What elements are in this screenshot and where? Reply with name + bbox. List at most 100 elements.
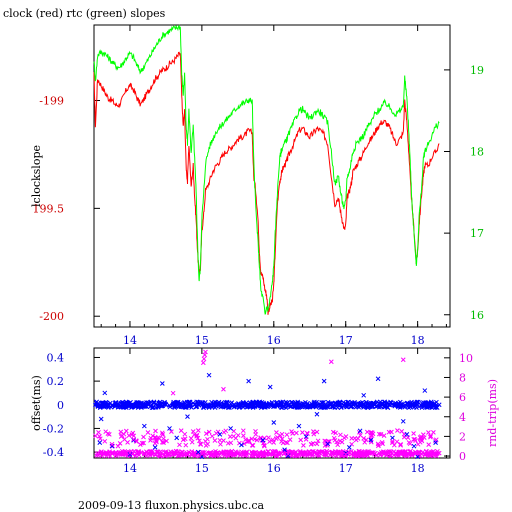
point-offset <box>293 402 298 408</box>
y-left-tick-label: 0.4 <box>47 351 65 364</box>
point-offset <box>368 437 374 443</box>
series-rtc-line <box>93 24 440 315</box>
point-rnd-trip <box>185 451 190 457</box>
x-tick-label: 14 <box>123 462 137 475</box>
x-tick-label: 17 <box>339 462 353 475</box>
point-offset <box>170 401 176 406</box>
point-rnd-trip <box>235 451 241 457</box>
point-offset <box>422 401 428 406</box>
y-left-tick-label: -200 <box>39 310 64 323</box>
point-rnd-trip <box>400 450 406 456</box>
point-offset <box>174 435 180 441</box>
point-offset <box>404 431 410 437</box>
point-offset <box>350 402 356 408</box>
point-rnd-trip <box>141 450 147 456</box>
x-tick-label: 14 <box>123 334 137 347</box>
point-rnd-trip <box>415 450 420 456</box>
y-right-tick-label: 0 <box>459 450 466 463</box>
point-offset <box>149 402 154 408</box>
y-left-axis-label: lclockslope <box>30 145 43 207</box>
point-rnd-trip <box>328 359 334 365</box>
point-offset <box>221 402 226 408</box>
point-offset <box>141 402 147 408</box>
y-left-axis-label: offset(ms) <box>30 375 43 431</box>
y-right-tick-label: 6 <box>459 391 466 404</box>
point-offset <box>167 426 172 431</box>
point-rnd-trip <box>249 450 255 456</box>
point-offset <box>109 443 115 449</box>
point-rnd-trip <box>321 451 327 457</box>
point-rnd-trip <box>278 450 284 456</box>
point-offset <box>163 402 169 408</box>
point-rnd-trip <box>257 451 262 457</box>
point-rnd-trip <box>293 450 298 456</box>
point-rnd-trip <box>336 450 341 456</box>
offset-roundtrip-panel: 14 15 16 17 18 0.4 0.2 0 -0.2 -0.4 10 8 6 4 2 0 offset(m… <box>30 347 499 475</box>
point-rnd-trip <box>332 437 338 443</box>
point-offset <box>192 402 198 408</box>
point-offset <box>433 440 438 445</box>
point-offset <box>228 426 233 431</box>
point-rnd-trip <box>170 451 176 457</box>
point-rnd-trip <box>422 451 428 457</box>
x-tick-label: 18 <box>411 462 425 475</box>
point-offset <box>343 450 349 456</box>
offset-band-markers <box>93 399 440 411</box>
point-offset <box>408 402 413 408</box>
x-tick-label: 16 <box>267 462 281 475</box>
point-offset <box>264 401 269 406</box>
y-right-tick-label: 19 <box>470 64 484 77</box>
point-rnd-trip <box>159 439 165 445</box>
y-right-tick-label: 16 <box>470 309 484 322</box>
point-offset <box>181 402 187 408</box>
point-offset <box>246 378 251 384</box>
point-offset <box>364 402 370 408</box>
point-rnd-trip <box>436 450 442 456</box>
point-offset <box>134 401 140 406</box>
point-rnd-trip <box>145 430 151 435</box>
point-rnd-trip <box>314 450 320 456</box>
y-left-tick-label: -199 <box>39 95 64 108</box>
point-rnd-trip <box>372 451 377 457</box>
point-rnd-trip <box>311 429 316 434</box>
point-offset <box>242 402 248 408</box>
point-rnd-trip <box>192 450 198 456</box>
point-offset <box>346 445 352 450</box>
point-rnd-trip <box>201 356 207 362</box>
offset-dense-band <box>93 399 440 411</box>
point-rnd-trip <box>426 430 431 435</box>
point-offset <box>307 402 313 408</box>
point-offset <box>208 402 213 408</box>
point-offset <box>357 428 363 434</box>
point-offset <box>411 443 417 449</box>
point-offset <box>386 402 392 408</box>
point-offset <box>422 388 428 393</box>
point-rnd-trip <box>429 450 435 456</box>
point-offset <box>415 454 420 460</box>
point-offset <box>343 401 349 406</box>
point-offset <box>400 418 406 424</box>
point-offset <box>98 416 104 422</box>
point-rnd-trip <box>195 428 201 433</box>
point-rnd-trip <box>134 451 140 457</box>
y-right-tick-label: 10 <box>459 352 473 365</box>
point-rnd-trip <box>106 451 111 457</box>
point-offset <box>127 403 133 409</box>
point-offset <box>321 403 327 409</box>
point-offset <box>285 403 291 409</box>
point-rnd-trip <box>221 451 226 457</box>
x-tick-label: 16 <box>267 334 281 347</box>
point-offset <box>336 402 341 408</box>
point-rnd-trip <box>253 432 259 437</box>
point-offset <box>127 452 133 457</box>
point-offset <box>195 449 201 455</box>
point-rnd-trip <box>368 431 374 436</box>
point-rnd-trip <box>307 451 313 457</box>
y-left-tick-label: 0 <box>57 399 64 412</box>
point-offset <box>314 402 320 408</box>
point-offset <box>393 402 399 408</box>
point-offset <box>375 376 381 382</box>
point-offset <box>285 453 291 458</box>
point-offset <box>213 403 219 409</box>
point-rnd-trip <box>199 451 205 457</box>
